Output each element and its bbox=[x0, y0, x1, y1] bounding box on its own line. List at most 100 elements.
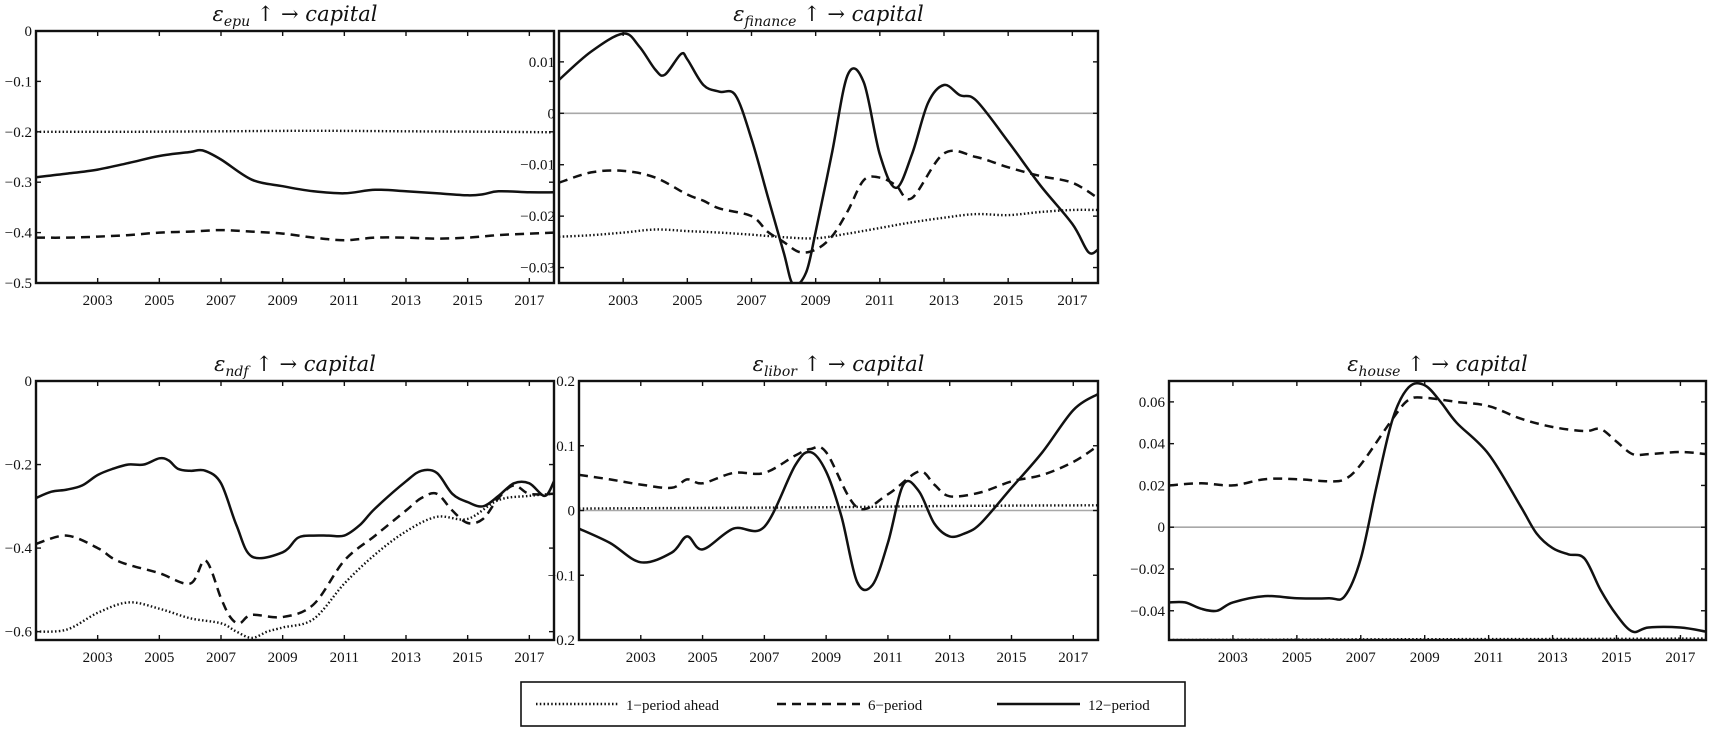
x-tick-label: 2009 bbox=[268, 650, 298, 666]
series-group bbox=[1169, 381, 1706, 640]
series-line-dotted bbox=[36, 492, 554, 640]
y-tick-label: 0.06 bbox=[1139, 395, 1166, 411]
title-subscript: finance bbox=[744, 14, 797, 30]
x-tick-label: 2005 bbox=[144, 293, 174, 309]
series-line-dotted bbox=[36, 129, 554, 134]
x-tick-label: 2005 bbox=[672, 293, 702, 309]
title-symbol: ε bbox=[1347, 352, 1358, 376]
x-tick-label: 2015 bbox=[997, 650, 1027, 666]
y-tick-label: −0.6 bbox=[5, 625, 33, 641]
chart-panels: 0 −0.1 −0.2 −0.3 −0.4 −0.5 2003 2005 2007 2009 201… bbox=[5, 2, 1708, 666]
series-line-solid bbox=[36, 148, 554, 197]
legend: 1−period ahead 6−period 12−period bbox=[520, 681, 1186, 727]
x-tick-label: 2011 bbox=[1474, 650, 1503, 666]
panel-title: εndf ↑ → capital bbox=[214, 352, 376, 380]
x-tick-label: 2007 bbox=[749, 650, 780, 666]
series-line-solid bbox=[36, 456, 554, 560]
title-subscript: libor bbox=[764, 364, 798, 380]
y-tick-label: −0.2 bbox=[5, 458, 32, 474]
x-tick-label: 2005 bbox=[144, 650, 174, 666]
x-tick-label: 2009 bbox=[268, 293, 298, 309]
x-tick-label: 2017 bbox=[1057, 293, 1088, 309]
title-text: ↑ → capital bbox=[797, 352, 924, 376]
x-tick-label: 2007 bbox=[1346, 650, 1377, 666]
panel-finance: 0.01 0 −0.01 −0.02 −0.03 2003 2005 2007 2009 2011… bbox=[520, 2, 1100, 309]
panel-house: 0.06 0.04 0.02 0 −0.02 −0.04 2003 2005 2007 2009 2… bbox=[1130, 352, 1708, 666]
panel-title: εlibor ↑ → capital bbox=[753, 352, 925, 380]
x-tick-label: 2011 bbox=[330, 293, 359, 309]
y-tick-label: −0.4 bbox=[5, 541, 33, 557]
y-tick-label: −0.1 bbox=[548, 568, 575, 584]
x-tick-label: 2011 bbox=[865, 293, 894, 309]
title-text: ↑ → capital bbox=[796, 2, 923, 26]
series-line-dashed bbox=[36, 228, 554, 242]
x-tick-label: 2005 bbox=[688, 650, 718, 666]
y-tick-label: −0.5 bbox=[5, 276, 32, 292]
title-text: ↑ → capital bbox=[250, 2, 377, 26]
series-line-dashed bbox=[579, 444, 1098, 511]
plot-frame bbox=[557, 29, 1100, 285]
y-tick-label: 0.2 bbox=[556, 374, 575, 390]
title-symbol: ε bbox=[753, 352, 764, 376]
series-group bbox=[36, 129, 554, 242]
title-text: ↑ → capital bbox=[249, 352, 376, 376]
x-tick-label: 2003 bbox=[1218, 650, 1248, 666]
x-tick-label: 2003 bbox=[83, 293, 113, 309]
plot-frame bbox=[34, 379, 556, 642]
x-tick-label: 2005 bbox=[1282, 650, 1312, 666]
x-tick-label: 2013 bbox=[1538, 650, 1568, 666]
series-line-solid bbox=[579, 392, 1098, 592]
legend-label-12-period: 12−period bbox=[1088, 698, 1150, 714]
y-tick-label: −0.2 bbox=[5, 125, 32, 141]
x-tick-label: 2003 bbox=[608, 293, 638, 309]
legend-label-6-period: 6−period bbox=[868, 698, 923, 714]
title-subscript: ndf bbox=[225, 364, 251, 380]
y-tick-label: 0.04 bbox=[1139, 437, 1166, 453]
x-tick-label: 2013 bbox=[391, 293, 421, 309]
x-tick-label: 2009 bbox=[811, 650, 841, 666]
x-tick-label: 2015 bbox=[453, 293, 483, 309]
y-tick-label: −0.02 bbox=[520, 209, 555, 225]
x-tick-label: 2015 bbox=[993, 293, 1023, 309]
y-tick-label: 0 bbox=[548, 106, 556, 122]
legend-label-1-period: 1−period ahead bbox=[626, 698, 720, 714]
y-tick-label: 0 bbox=[568, 504, 576, 520]
y-tick-label: 0.1 bbox=[556, 439, 575, 455]
panel-ndf: 0 −0.2 −0.4 −0.6 2003 2005 2007 2009 2011 2013 201… bbox=[5, 352, 556, 666]
plot-frame bbox=[1167, 379, 1708, 642]
y-tick-label: −0.01 bbox=[520, 158, 555, 174]
series-line-dotted bbox=[579, 504, 1098, 510]
panel-libor: 0.2 0.1 0 −0.1 −0.2 2003 2005 2007 2009 2011 2013 2… bbox=[548, 352, 1100, 666]
x-tick-label: 2009 bbox=[801, 293, 831, 309]
y-tick-label: 0.01 bbox=[529, 55, 555, 71]
series-group bbox=[559, 32, 1098, 283]
series-group bbox=[579, 392, 1098, 592]
panel-epu: 0 −0.1 −0.2 −0.3 −0.4 −0.5 2003 2005 2007 2009 201… bbox=[5, 2, 556, 309]
y-tick-label: −0.3 bbox=[5, 175, 32, 191]
y-tick-label: −0.02 bbox=[1130, 562, 1165, 578]
title-symbol: ε bbox=[733, 2, 744, 26]
y-tick-label: −0.4 bbox=[5, 226, 33, 242]
x-tick-label: 2015 bbox=[1602, 650, 1632, 666]
panel-title: εhouse ↑ → capital bbox=[1347, 352, 1528, 380]
title-subscript: house bbox=[1359, 364, 1401, 380]
series-group bbox=[36, 456, 554, 640]
x-tick-label: 2017 bbox=[1665, 650, 1696, 666]
x-tick-label: 2013 bbox=[935, 650, 965, 666]
x-tick-label: 2017 bbox=[1058, 650, 1089, 666]
y-tick-label: 0 bbox=[25, 374, 33, 390]
x-tick-label: 2003 bbox=[626, 650, 656, 666]
x-tick-label: 2007 bbox=[206, 293, 237, 309]
y-tick-label: 0.02 bbox=[1139, 478, 1165, 494]
x-tick-label: 2011 bbox=[873, 650, 902, 666]
series-line-dashed bbox=[36, 484, 554, 625]
y-tick-label: −0.04 bbox=[1130, 604, 1165, 620]
title-symbol: ε bbox=[213, 2, 224, 26]
y-tick-label: 0 bbox=[25, 24, 33, 40]
x-tick-label: 2009 bbox=[1410, 650, 1440, 666]
series-line-dashed bbox=[1169, 396, 1706, 487]
x-tick-label: 2017 bbox=[514, 650, 545, 666]
series-line-solid bbox=[1169, 381, 1706, 634]
title-symbol: ε bbox=[214, 352, 225, 376]
panel-title: εepu ↑ → capital bbox=[213, 2, 378, 30]
